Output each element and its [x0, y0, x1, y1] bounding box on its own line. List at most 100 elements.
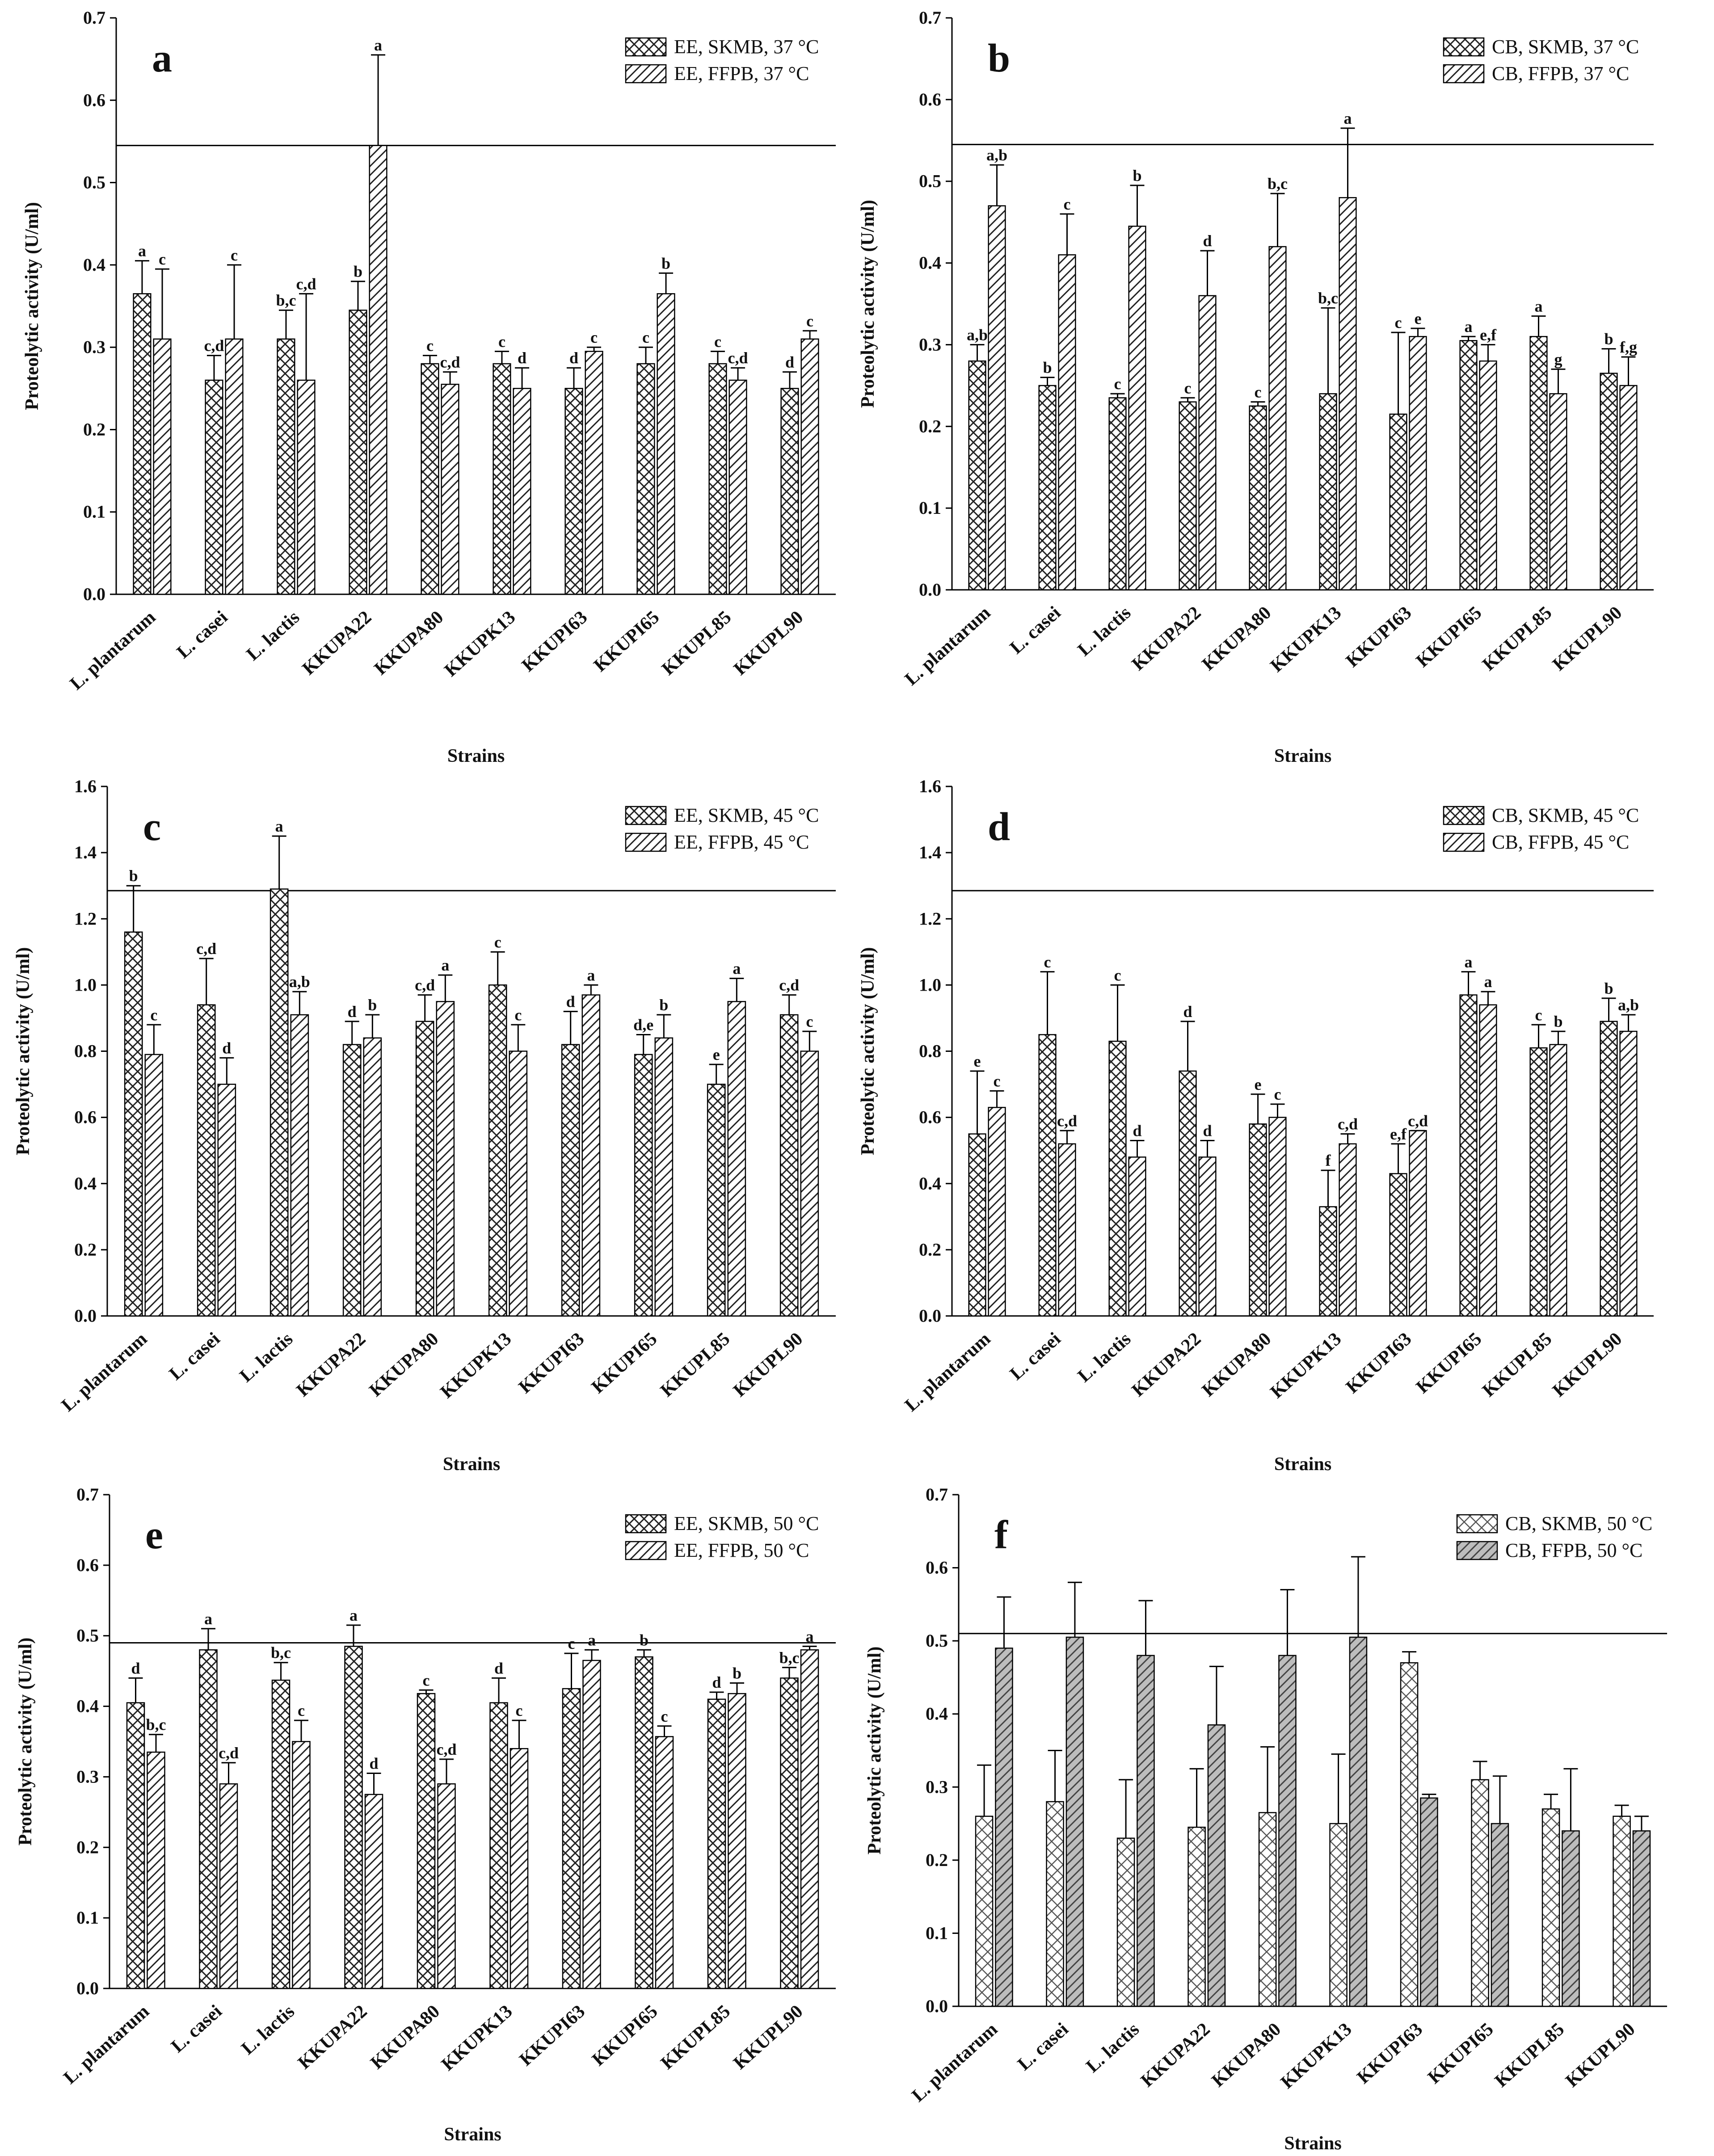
- y-tick-label: 0.1: [83, 502, 105, 522]
- y-tick-label: 0.2: [919, 1240, 941, 1260]
- y-tick-label: 0.6: [76, 1555, 99, 1575]
- x-category-label: L. casei: [173, 607, 232, 663]
- significance-letter: a: [350, 1606, 358, 1624]
- significance-letter: a: [1484, 973, 1492, 991]
- x-category-label: L. plantarum: [901, 602, 994, 689]
- y-tick-label: 0.4: [83, 255, 105, 275]
- chart-panel-f: 0.0 0.1 0.2 0.3 0.4 0.5 0.6 0.7 Proteolytic acti…: [864, 1484, 1667, 2154]
- bar-crosshatch: [561, 1044, 580, 1317]
- x-axis-title: Strains: [447, 746, 505, 766]
- significance-letter: c: [231, 246, 238, 264]
- bar-crosshatch: [1459, 994, 1478, 1317]
- bar-diagonal: [1058, 254, 1076, 591]
- x-category-label: KKUPI63: [1353, 2019, 1427, 2088]
- legend-label: EE, FFPB, 50 °C: [674, 1539, 809, 1561]
- bar-crosshatch: [635, 1656, 653, 1989]
- x-category-label: KKUPL90: [1549, 1328, 1626, 1401]
- x-category-label: KKUPK13: [1267, 602, 1345, 676]
- bar-diagonal: [147, 1751, 165, 1989]
- bar-crosshatch: [124, 931, 143, 1317]
- bar-crosshatch: [271, 1679, 291, 1989]
- legend-swatch: [1443, 64, 1485, 84]
- significance-letter: c: [1114, 966, 1121, 984]
- x-category-label: KKUPK13: [438, 2001, 516, 2075]
- significance-letter: d: [785, 353, 794, 371]
- bar-crosshatch: [1179, 401, 1197, 591]
- significance-letter: c: [426, 337, 434, 355]
- x-category-label: L. casei: [1006, 602, 1065, 658]
- legend-label: EE, FFPB, 37 °C: [674, 63, 809, 84]
- significance-letter: c: [661, 1707, 668, 1725]
- significance-letter: a,b: [1618, 996, 1639, 1014]
- bar-diagonal: [1619, 1030, 1638, 1317]
- bar-crosshatch: [780, 388, 799, 595]
- y-tick-label: 0.1: [76, 1908, 99, 1928]
- significance-letter: c,d: [1057, 1112, 1077, 1130]
- significance-letter: c: [498, 332, 505, 350]
- x-category-label: L. casei: [167, 2001, 226, 2057]
- bar-crosshatch: [488, 984, 507, 1317]
- chart-panel-b: 0.0 0.1 0.2 0.3 0.4 0.5 0.6 0.7 Proteolytic acti…: [858, 8, 1654, 766]
- bar-crosshatch-light: [1188, 1827, 1206, 2007]
- y-tick-label: 0.1: [919, 498, 941, 518]
- significance-letter: c,d: [296, 275, 316, 293]
- bar-crosshatch: [344, 1646, 363, 1989]
- y-tick-label: 1.0: [74, 975, 97, 995]
- bar-diagonal: [729, 379, 747, 595]
- bar-crosshatch: [349, 309, 367, 595]
- significance-letter: c,d: [440, 353, 460, 371]
- x-category-label: KKUPI63: [518, 607, 591, 676]
- significance-letter: c: [1255, 383, 1262, 401]
- x-category-label: L. lactis: [243, 607, 304, 664]
- significance-letter: b: [368, 996, 377, 1014]
- bar-diagonal: [441, 383, 459, 595]
- significance-letter: b: [1605, 330, 1613, 348]
- significance-letter: c: [1395, 314, 1402, 332]
- y-tick-label: 0.2: [926, 1850, 948, 1870]
- x-category-label: L. casei: [1006, 1328, 1065, 1384]
- x-category-label: KKUPL90: [1562, 2019, 1639, 2091]
- significance-letter: a: [806, 1627, 814, 1645]
- x-category-label: KKUPK13: [441, 607, 519, 681]
- bar-diagonal: [1409, 336, 1427, 591]
- significance-letter: d: [1203, 232, 1212, 250]
- significance-letter: c: [1114, 375, 1121, 393]
- y-tick-label: 0.6: [926, 1558, 948, 1578]
- significance-letter: a: [204, 1610, 212, 1628]
- significance-letter: a: [587, 966, 595, 984]
- significance-letter: c: [1044, 953, 1051, 971]
- significance-letter: d,e: [633, 1016, 653, 1034]
- x-category-label: KKUPA80: [367, 2001, 444, 2073]
- bar-diagonal-gray: [1349, 1636, 1368, 2007]
- y-tick-label: 0.5: [919, 171, 941, 191]
- significance-letter: a: [441, 956, 449, 974]
- bar-diagonal: [1479, 360, 1497, 591]
- y-tick-label: 0.3: [926, 1777, 948, 1797]
- y-tick-label: 0.6: [919, 89, 941, 109]
- significance-letter: d: [569, 349, 578, 367]
- significance-letter: a: [1465, 318, 1473, 336]
- bar-crosshatch-light: [1329, 1823, 1348, 2007]
- significance-letter: c,d: [415, 976, 435, 994]
- legend-swatch: [625, 1514, 667, 1534]
- y-tick-label: 0.2: [919, 416, 941, 436]
- significance-letter: e,f: [1480, 326, 1497, 344]
- bar-diagonal: [290, 1014, 309, 1317]
- x-axis-title: Strains: [443, 1454, 500, 1475]
- bar-crosshatch: [133, 293, 152, 595]
- bar-diagonal: [800, 338, 819, 595]
- significance-letter: b: [1133, 167, 1141, 185]
- significance-letter: c: [159, 250, 166, 268]
- significance-letter: c: [494, 933, 501, 951]
- x-category-label: KKUPK13: [437, 1328, 515, 1402]
- bar-diagonal: [292, 1741, 311, 1989]
- bar-crosshatch: [634, 1054, 653, 1317]
- x-axis-title: Strains: [1274, 746, 1331, 766]
- bar-crosshatch: [968, 360, 986, 591]
- significance-letter: d: [518, 349, 526, 367]
- y-axis-title: Proteolytic activity (U/ml): [858, 947, 878, 1156]
- panel-letter: e: [145, 1513, 163, 1557]
- bar-diagonal: [153, 338, 172, 595]
- y-tick-label: 0.6: [74, 1107, 97, 1127]
- significance-letter: a,b: [967, 326, 988, 344]
